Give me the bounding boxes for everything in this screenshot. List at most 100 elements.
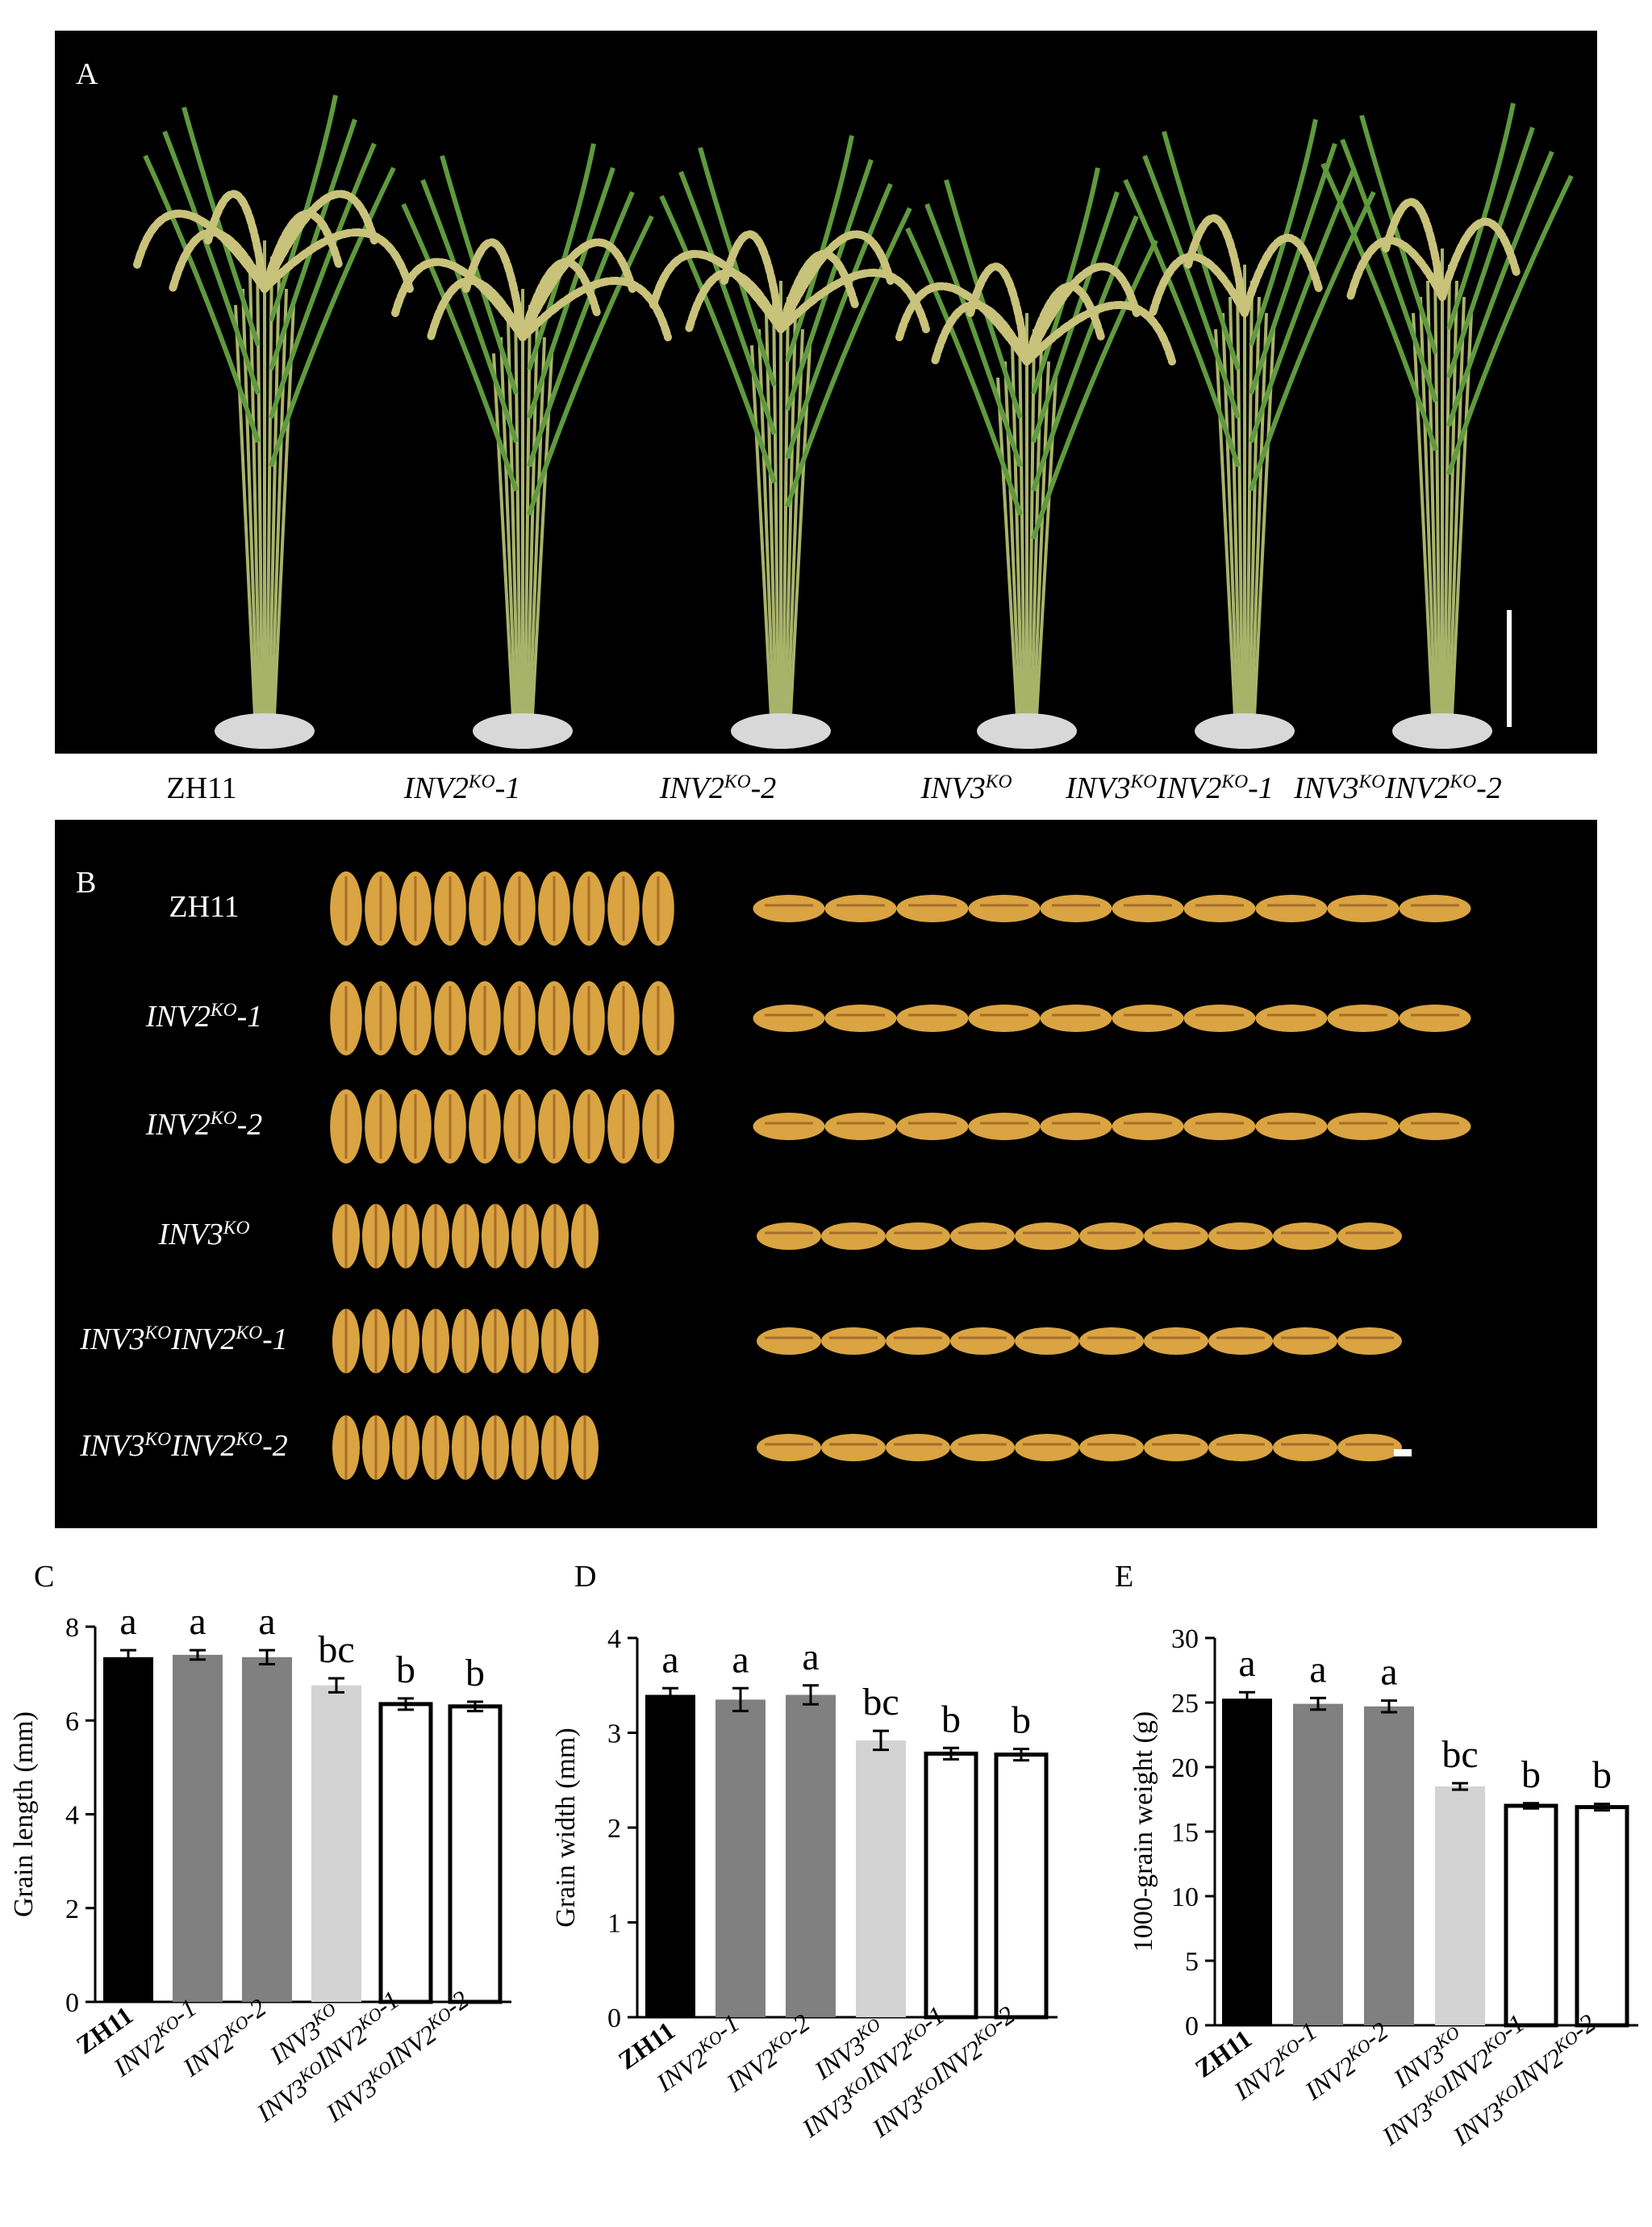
grain-width-view [469,981,501,1055]
grain-length-view [1040,1113,1112,1140]
grain-row-label: INV2KO-2 [2,1107,406,1143]
grain-width-view [481,1204,510,1268]
plant-pot [731,713,831,749]
grain-width-view [503,981,536,1055]
genotype-superscript: KO [1358,771,1386,793]
grain-width-view [607,981,640,1055]
grain-length-view [757,1222,821,1250]
bar [1293,1703,1343,2025]
scale-bar [1507,610,1512,727]
grain-length-view [1144,1434,1208,1461]
grain-length-view [1337,1222,1402,1250]
significance-letter: b [1521,1753,1541,1796]
grain-length-view [753,1113,825,1140]
bar [715,1699,766,2017]
plant-pot [1195,713,1295,749]
grain-row-label: ZH11 [2,889,406,925]
grain-width-view [451,1309,480,1373]
grain-length-view [821,1327,886,1355]
grain-length-view [1399,1005,1471,1032]
grain-width-view [365,981,397,1055]
grain-width-view [434,871,466,946]
grain-length-view [1015,1434,1079,1461]
significance-letter: a [189,1600,206,1643]
grain-width-view [642,981,674,1055]
y-tick-label: 0 [1185,2012,1199,2041]
plant-caption: INV3KO [805,771,1128,806]
genotype-name-part: INV2 [145,1000,211,1034]
grain-width-view [365,871,397,946]
grain-length-view [1337,1327,1402,1355]
grain-row-label: INV3KOINV2KO-1 [0,1322,386,1357]
grain-width-view [399,981,432,1055]
genotype-superscript: KO [236,1322,263,1344]
x-tick-label: INV3KOINV2KO-1 [1365,2008,1541,2152]
grain-width-view [399,1089,432,1164]
grain-width-view [332,1415,361,1480]
bar [856,1740,906,2017]
genotype-suffix: -1 [494,771,521,805]
significance-letter: a [1238,1642,1255,1685]
x-tick-label: INV3KOINV2KO-2 [1436,2008,1612,2152]
genotype-suffix: -2 [750,771,777,805]
genotype-suffix: -1 [1248,771,1274,805]
bar [1575,1805,1629,2028]
x-tick-label: INV2KO-2 [715,2008,820,2097]
significance-letter: a [732,1638,749,1681]
grain-length-view [1273,1327,1337,1355]
bar [103,1657,153,2002]
bar [1435,1786,1485,2025]
rice-plant [133,94,414,749]
genotype-suffix: -2 [236,1108,263,1142]
grain-width-view [642,871,674,946]
bar [311,1685,361,2002]
genotype-superscript: KO [236,1429,263,1451]
grain-length-view [1399,895,1471,922]
grain-length-view [886,1327,950,1355]
grain-length-view [1079,1327,1144,1355]
grain-width-view [481,1309,510,1373]
grain-width-view [361,1309,390,1373]
significance-letter: a [119,1600,136,1643]
significance-letter: a [802,1636,819,1678]
y-tick-label: 0 [607,2003,621,2033]
genotype-name-part: INV3 [158,1218,223,1251]
y-tick-label: 2 [607,1814,621,1844]
y-axis-label: Grain width (mm) [551,1728,581,1927]
grain-width-view [421,1309,450,1373]
plant-caption: INV2KO-1 [301,771,624,806]
grain-length-view [757,1327,821,1355]
genotype-name-part: INV2 [1157,771,1222,805]
significance-letter: bc [862,1681,899,1724]
grain-length-view [896,1005,969,1032]
genotype-name-part: INV2 [145,1108,211,1142]
y-tick-label: 15 [1171,1818,1199,1848]
grain-width-view [451,1415,480,1480]
y-tick-label: 4 [607,1624,621,1654]
x-tick-label: INV3KOINV2KO-2 [855,2000,1031,2144]
y-tick-label: 5 [1185,1947,1199,1977]
genotype-superscript: KO [1221,771,1249,793]
y-tick-label: 10 [1171,1882,1199,1912]
grain-photo [330,871,1471,1480]
x-tick-label: INV3KO [1386,2022,1470,2094]
grain-width-view [511,1415,540,1480]
y-tick-label: 8 [65,1613,79,1643]
panel-letter-d: D [574,1560,597,1594]
genotype-superscript: KO [468,771,495,793]
x-tick-label: INV2KO-1 [1222,2016,1328,2105]
grain-width-view [540,1204,569,1268]
grain-length-view [1255,1005,1328,1032]
grain-width-view [607,1089,640,1164]
grain-length-view [753,1005,825,1032]
significance-letter: b [1592,1754,1612,1797]
grain-width-view [481,1415,510,1480]
grain-length-view [950,1327,1015,1355]
grain-length-view [824,1005,897,1032]
bar [173,1654,223,2002]
rice-plant [1123,119,1376,749]
grain-length-view [950,1434,1015,1461]
grain-width-view [330,871,362,946]
grain-width-view [538,871,570,946]
grain-length-view [1208,1222,1273,1250]
